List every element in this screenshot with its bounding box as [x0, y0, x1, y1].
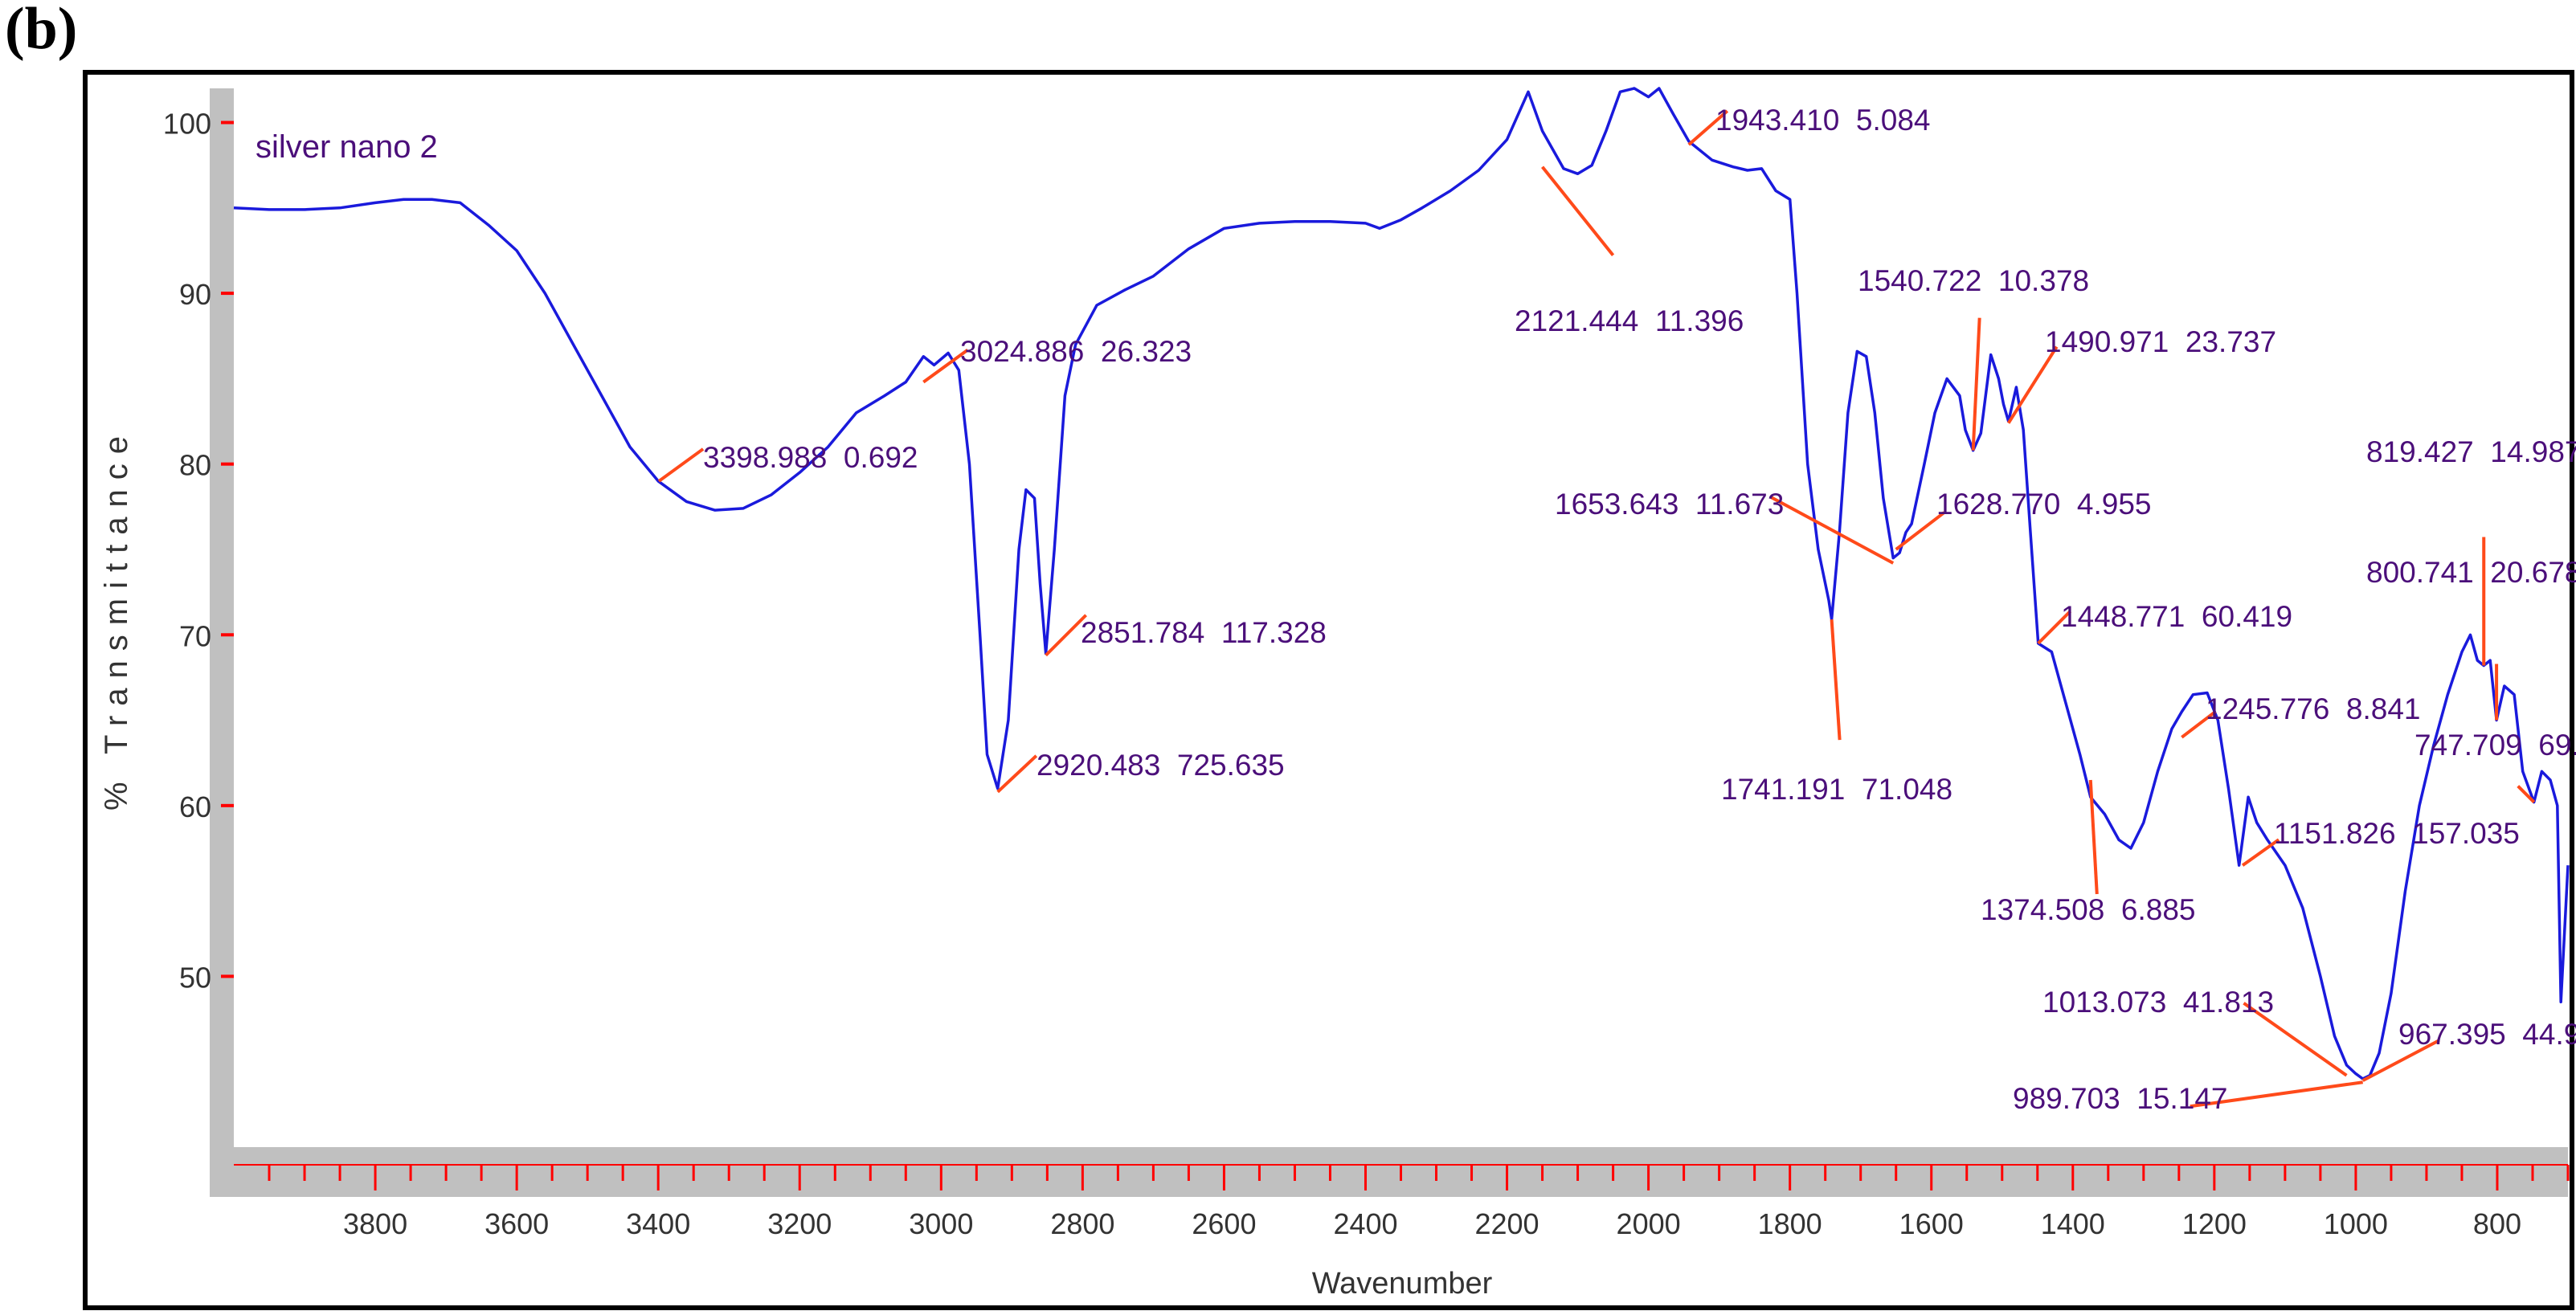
annotation-label: 1245.776 8.841: [2206, 692, 2420, 725]
y-tick-label: 100: [163, 108, 211, 141]
y-tick-label: 80: [179, 449, 211, 482]
x-axis: 3800 3600 3400 3200 3000 2800 2600 2400 2200 2000…: [268, 1165, 2570, 1240]
x-tick-label: 1800: [1758, 1207, 1822, 1240]
annotations: 3398.988 0.692 3024.886 26.323 2851.784 11…: [657, 104, 2576, 1115]
chart-title: silver nano 2: [256, 129, 438, 165]
outer-frame: [83, 70, 2574, 1310]
annotation-leader: [996, 754, 1038, 794]
annotation-label: 2920.483 725.635: [1037, 749, 1285, 782]
x-tick-label: 2400: [1333, 1207, 1397, 1240]
y-axis: 100 90 80 70 60 50: [163, 108, 234, 994]
annotation-label: 989.703 15.147: [2013, 1082, 2227, 1115]
y-tick-label: 70: [179, 619, 211, 652]
x-tick-label: 1000: [2324, 1207, 2388, 1240]
annotation-label: 1490.971 23.737: [2045, 325, 2276, 358]
x-tick-label: 2200: [1474, 1207, 1539, 1240]
annotation-label: 747.709 69.2: [2414, 729, 2576, 762]
annotation-label: 1151.826 157.035: [2274, 817, 2520, 850]
x-tick-label: 800: [2473, 1207, 2521, 1240]
annotation-leader: [2241, 838, 2280, 867]
annotation-label: 800.741 20.678: [2366, 556, 2576, 589]
x-tick-label: 3200: [767, 1207, 832, 1240]
annotation-leader: [1971, 317, 1981, 451]
annotation-leader: [2006, 345, 2059, 424]
series-line-0: [233, 87, 2570, 1080]
y-tick-label: 50: [179, 961, 211, 994]
x-tick-label: 3600: [485, 1207, 549, 1240]
annotation-label: 3398.988 0.692: [703, 441, 918, 474]
annotation-leader: [2243, 1002, 2348, 1077]
y-tick-label: 60: [179, 790, 211, 823]
annotation-leader: [1687, 109, 1729, 146]
annotation-leader: [1540, 165, 1615, 257]
x-tick-label: 1200: [2182, 1207, 2247, 1240]
annotation-leader: [2037, 610, 2072, 645]
annotation-label: 1653.643 11.673: [1555, 488, 1784, 521]
y-tick-label: 90: [179, 278, 211, 311]
annotation-leader: [2517, 785, 2536, 804]
annotation-label: 967.395 44.9: [2398, 1018, 2576, 1051]
annotation-label: 819.427 14.987: [2366, 435, 2576, 468]
annotation-leader: [922, 349, 969, 384]
annotation-leader: [2088, 779, 2099, 895]
annotation-leader: [1770, 496, 1895, 565]
annotation-leader: [2181, 710, 2217, 739]
x-tick-label: 3400: [626, 1207, 690, 1240]
annotation-label: 1943.410 5.084: [1715, 104, 1930, 137]
x-tick-label: 1600: [1899, 1207, 1964, 1240]
panel-label: (b): [5, 0, 78, 62]
annotation-label: 2121.444 11.396: [1515, 304, 1744, 337]
x-tick-label: 2600: [1192, 1207, 1256, 1240]
x-tick-label: 3000: [909, 1207, 973, 1240]
annotation-leader: [2361, 1039, 2440, 1082]
annotation-label: 1540.722 10.378: [1858, 264, 2089, 297]
annotation-label: 3024.886 26.323: [960, 335, 1192, 368]
series-group: [233, 87, 2570, 1080]
annotation-label: 1013.073 41.813: [2042, 986, 2274, 1019]
annotation-label: 2851.784 117.328: [1081, 616, 1327, 649]
annotation-leader: [1895, 511, 1945, 551]
annotation-label: 1448.771 60.419: [2061, 600, 2292, 633]
annotation-label: 1374.508 6.885: [1981, 893, 2195, 926]
plot-area: [234, 88, 2568, 1147]
annotation-label: 1628.770 4.955: [1936, 488, 2151, 521]
annotation-leader: [657, 447, 705, 483]
y-axis-label: % Transmittance: [99, 427, 134, 811]
x-tick-label: 3800: [343, 1207, 407, 1240]
annotation-leader: [1045, 614, 1088, 657]
annotation-label: 1741.191 71.048: [1721, 773, 1952, 806]
x-tick-label: 1400: [2041, 1207, 2105, 1240]
annotation-leader: [2190, 1080, 2363, 1109]
x-axis-label: Wavenumber: [1312, 1267, 1493, 1301]
x-tick-label: 2800: [1050, 1207, 1114, 1240]
x-tick-label: 2000: [1617, 1207, 1681, 1240]
annotation-leader: [1830, 619, 1842, 741]
